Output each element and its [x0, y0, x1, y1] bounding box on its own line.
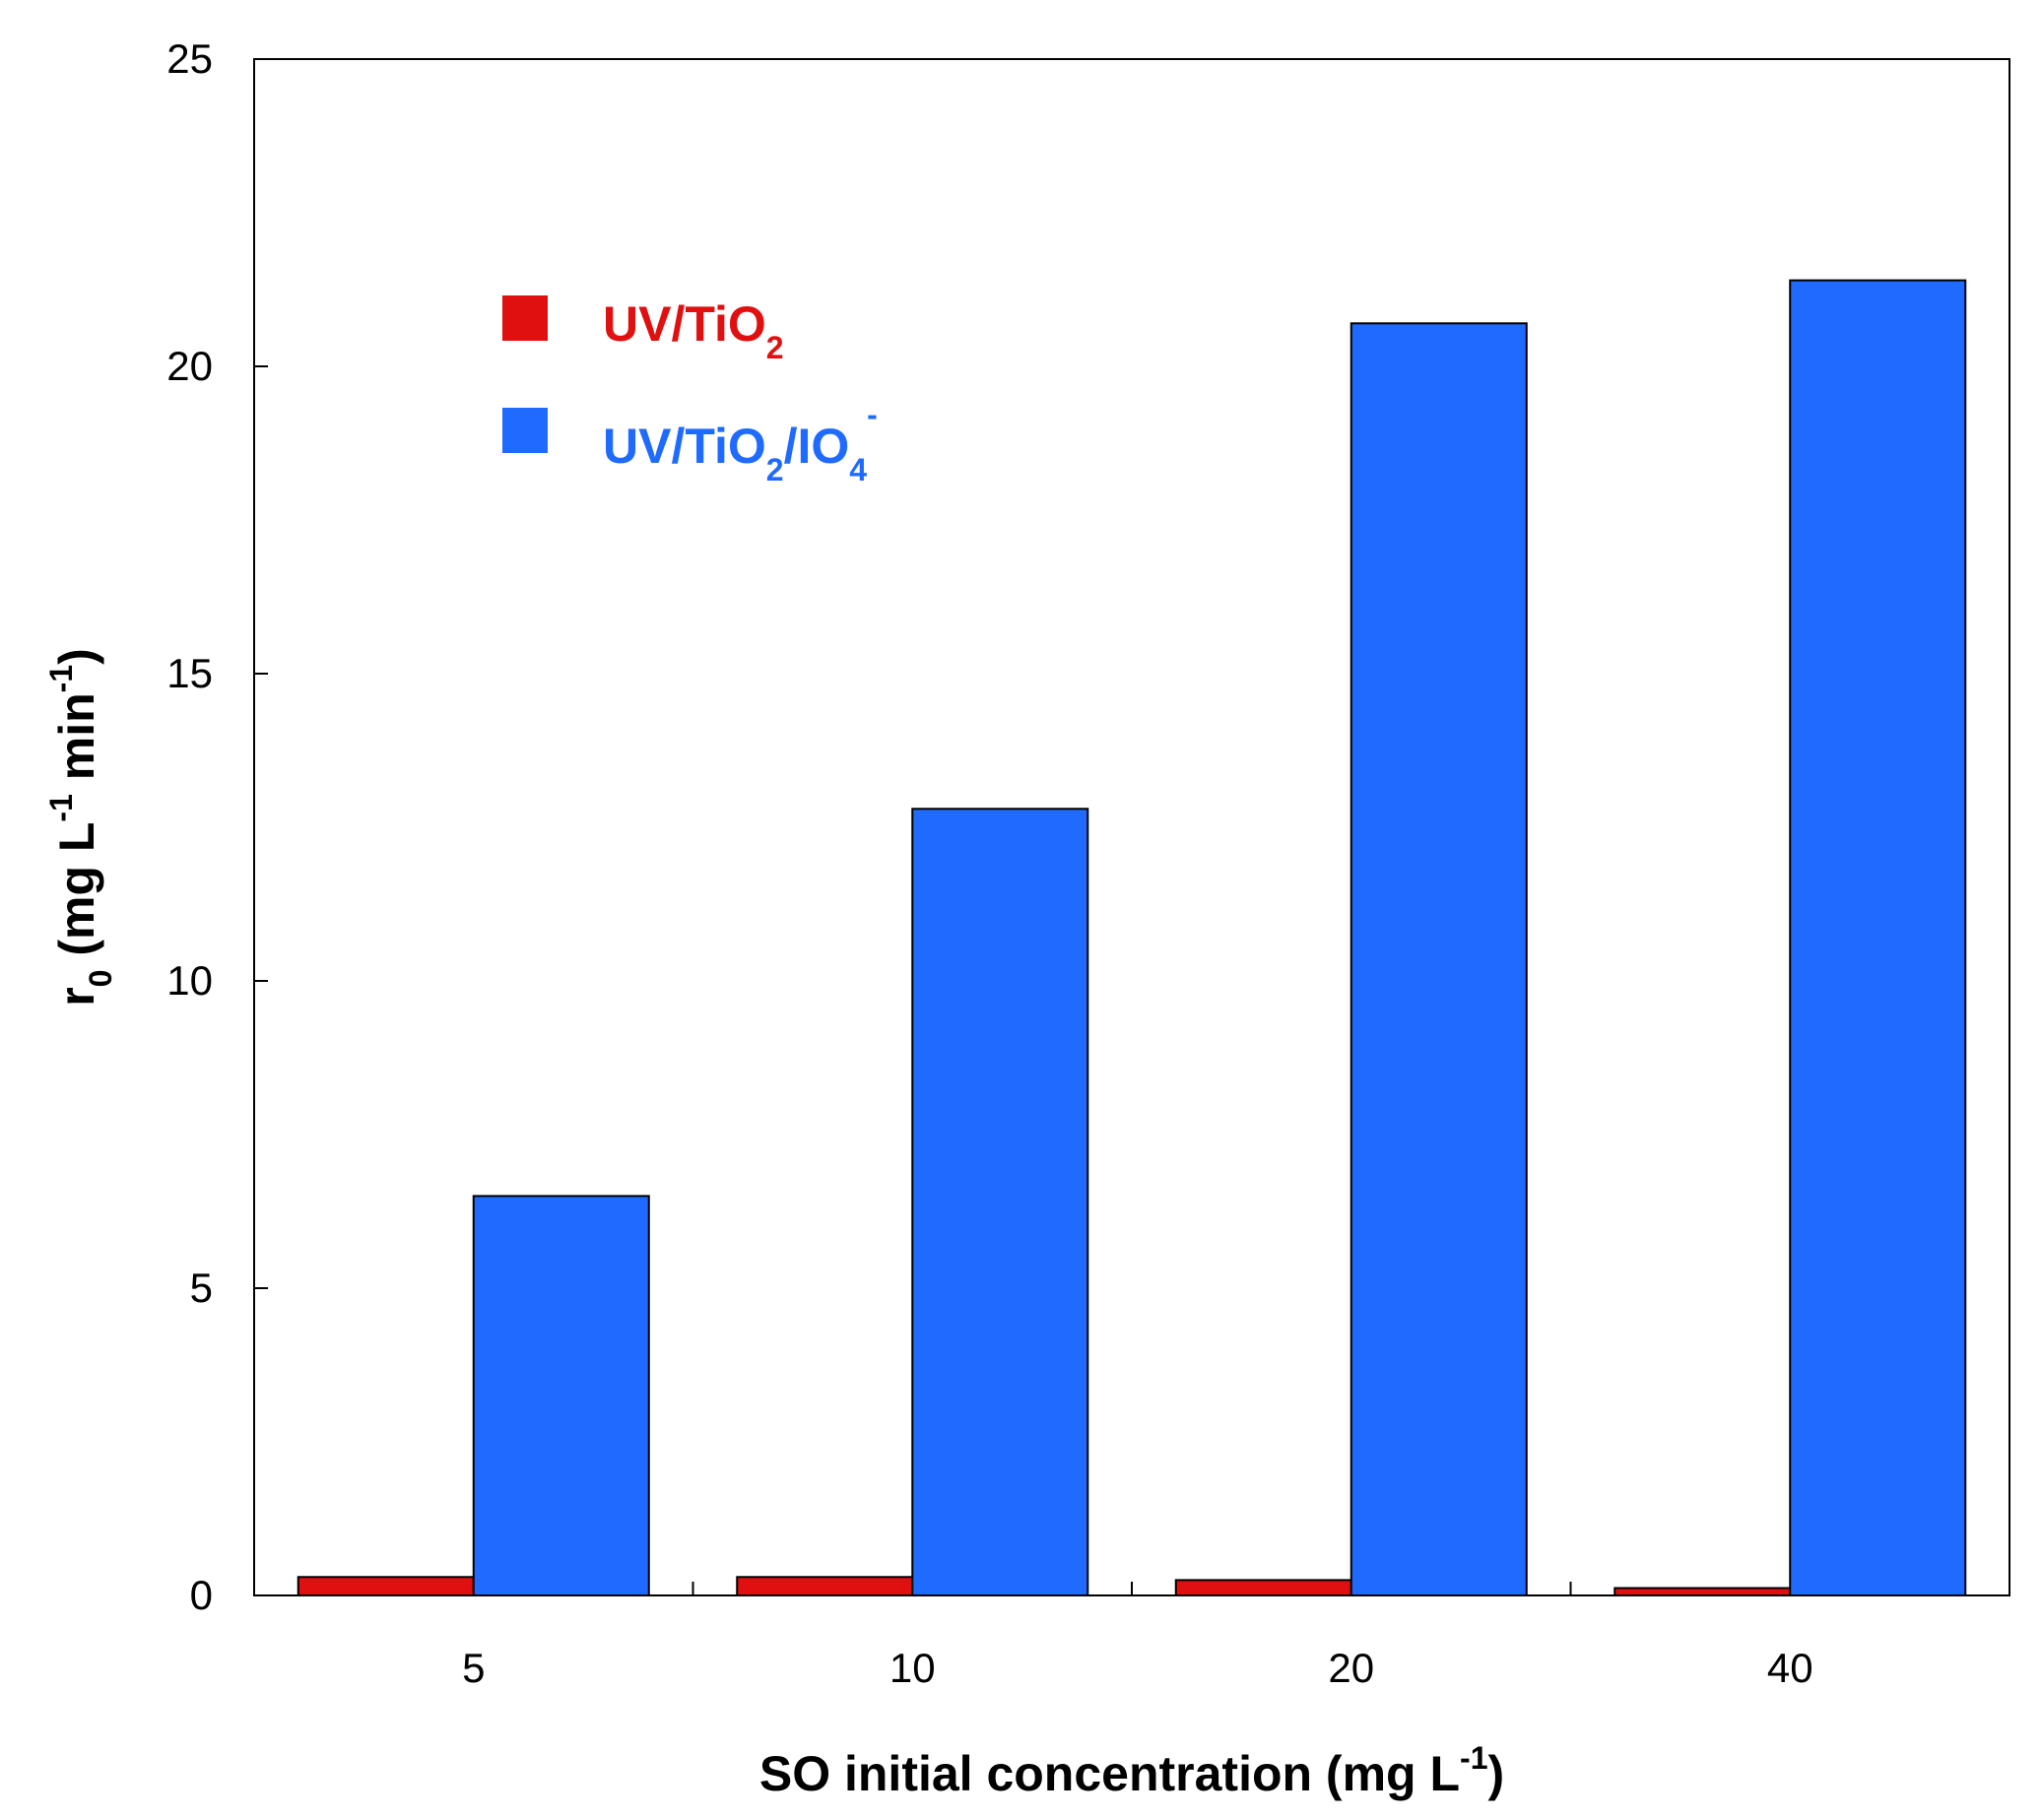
bar-uv-tio2-5 [296, 1576, 475, 1597]
y-tick-label: 5 [190, 1265, 213, 1311]
bar-uv-tio2-10 [736, 1576, 914, 1597]
x-tick-label: 40 [1767, 1645, 1813, 1691]
legend-swatch-uv-tio2-io4 [502, 408, 548, 453]
bar-uv-tio2-40 [1614, 1587, 1792, 1596]
bar-uv-tio2-20 [1174, 1579, 1352, 1597]
x-tick-label: 20 [1328, 1645, 1374, 1691]
legend: UV/TiO2 UV/TiO2/IO4- [502, 295, 878, 488]
x-tick-label: 10 [889, 1645, 936, 1691]
legend-swatch-uv-tio2 [502, 295, 548, 341]
legend-label-uv-tio2: UV/TiO2 [603, 296, 784, 365]
bar-uv-tio2-io4-10 [911, 808, 1089, 1596]
y-tick-label: 0 [190, 1572, 213, 1618]
x-axis-ticks: 5 10 20 40 [462, 1582, 1813, 1691]
bar-uv-tio2-io4-5 [472, 1195, 650, 1597]
legend-label-uv-tio2-io4: UV/TiO2/IO4- [603, 397, 878, 488]
y-tick-label: 10 [166, 957, 213, 1004]
y-tick-label: 25 [166, 35, 213, 82]
y-tick-label: 15 [166, 650, 213, 696]
x-axis-label: SO initial concentration (mg L-1) [759, 1740, 1504, 1801]
x-tick-label: 5 [462, 1645, 485, 1691]
y-tick-label: 20 [166, 343, 213, 389]
bar-uv-tio2-io4-40 [1789, 279, 1967, 1596]
bar-uv-tio2-io4-20 [1350, 322, 1528, 1597]
y-axis-ticks: 0 5 10 15 20 25 [166, 35, 268, 1618]
bars-group [296, 279, 1967, 1597]
y-axis-label: r0 (mg L-1 min-1) [43, 648, 118, 1007]
